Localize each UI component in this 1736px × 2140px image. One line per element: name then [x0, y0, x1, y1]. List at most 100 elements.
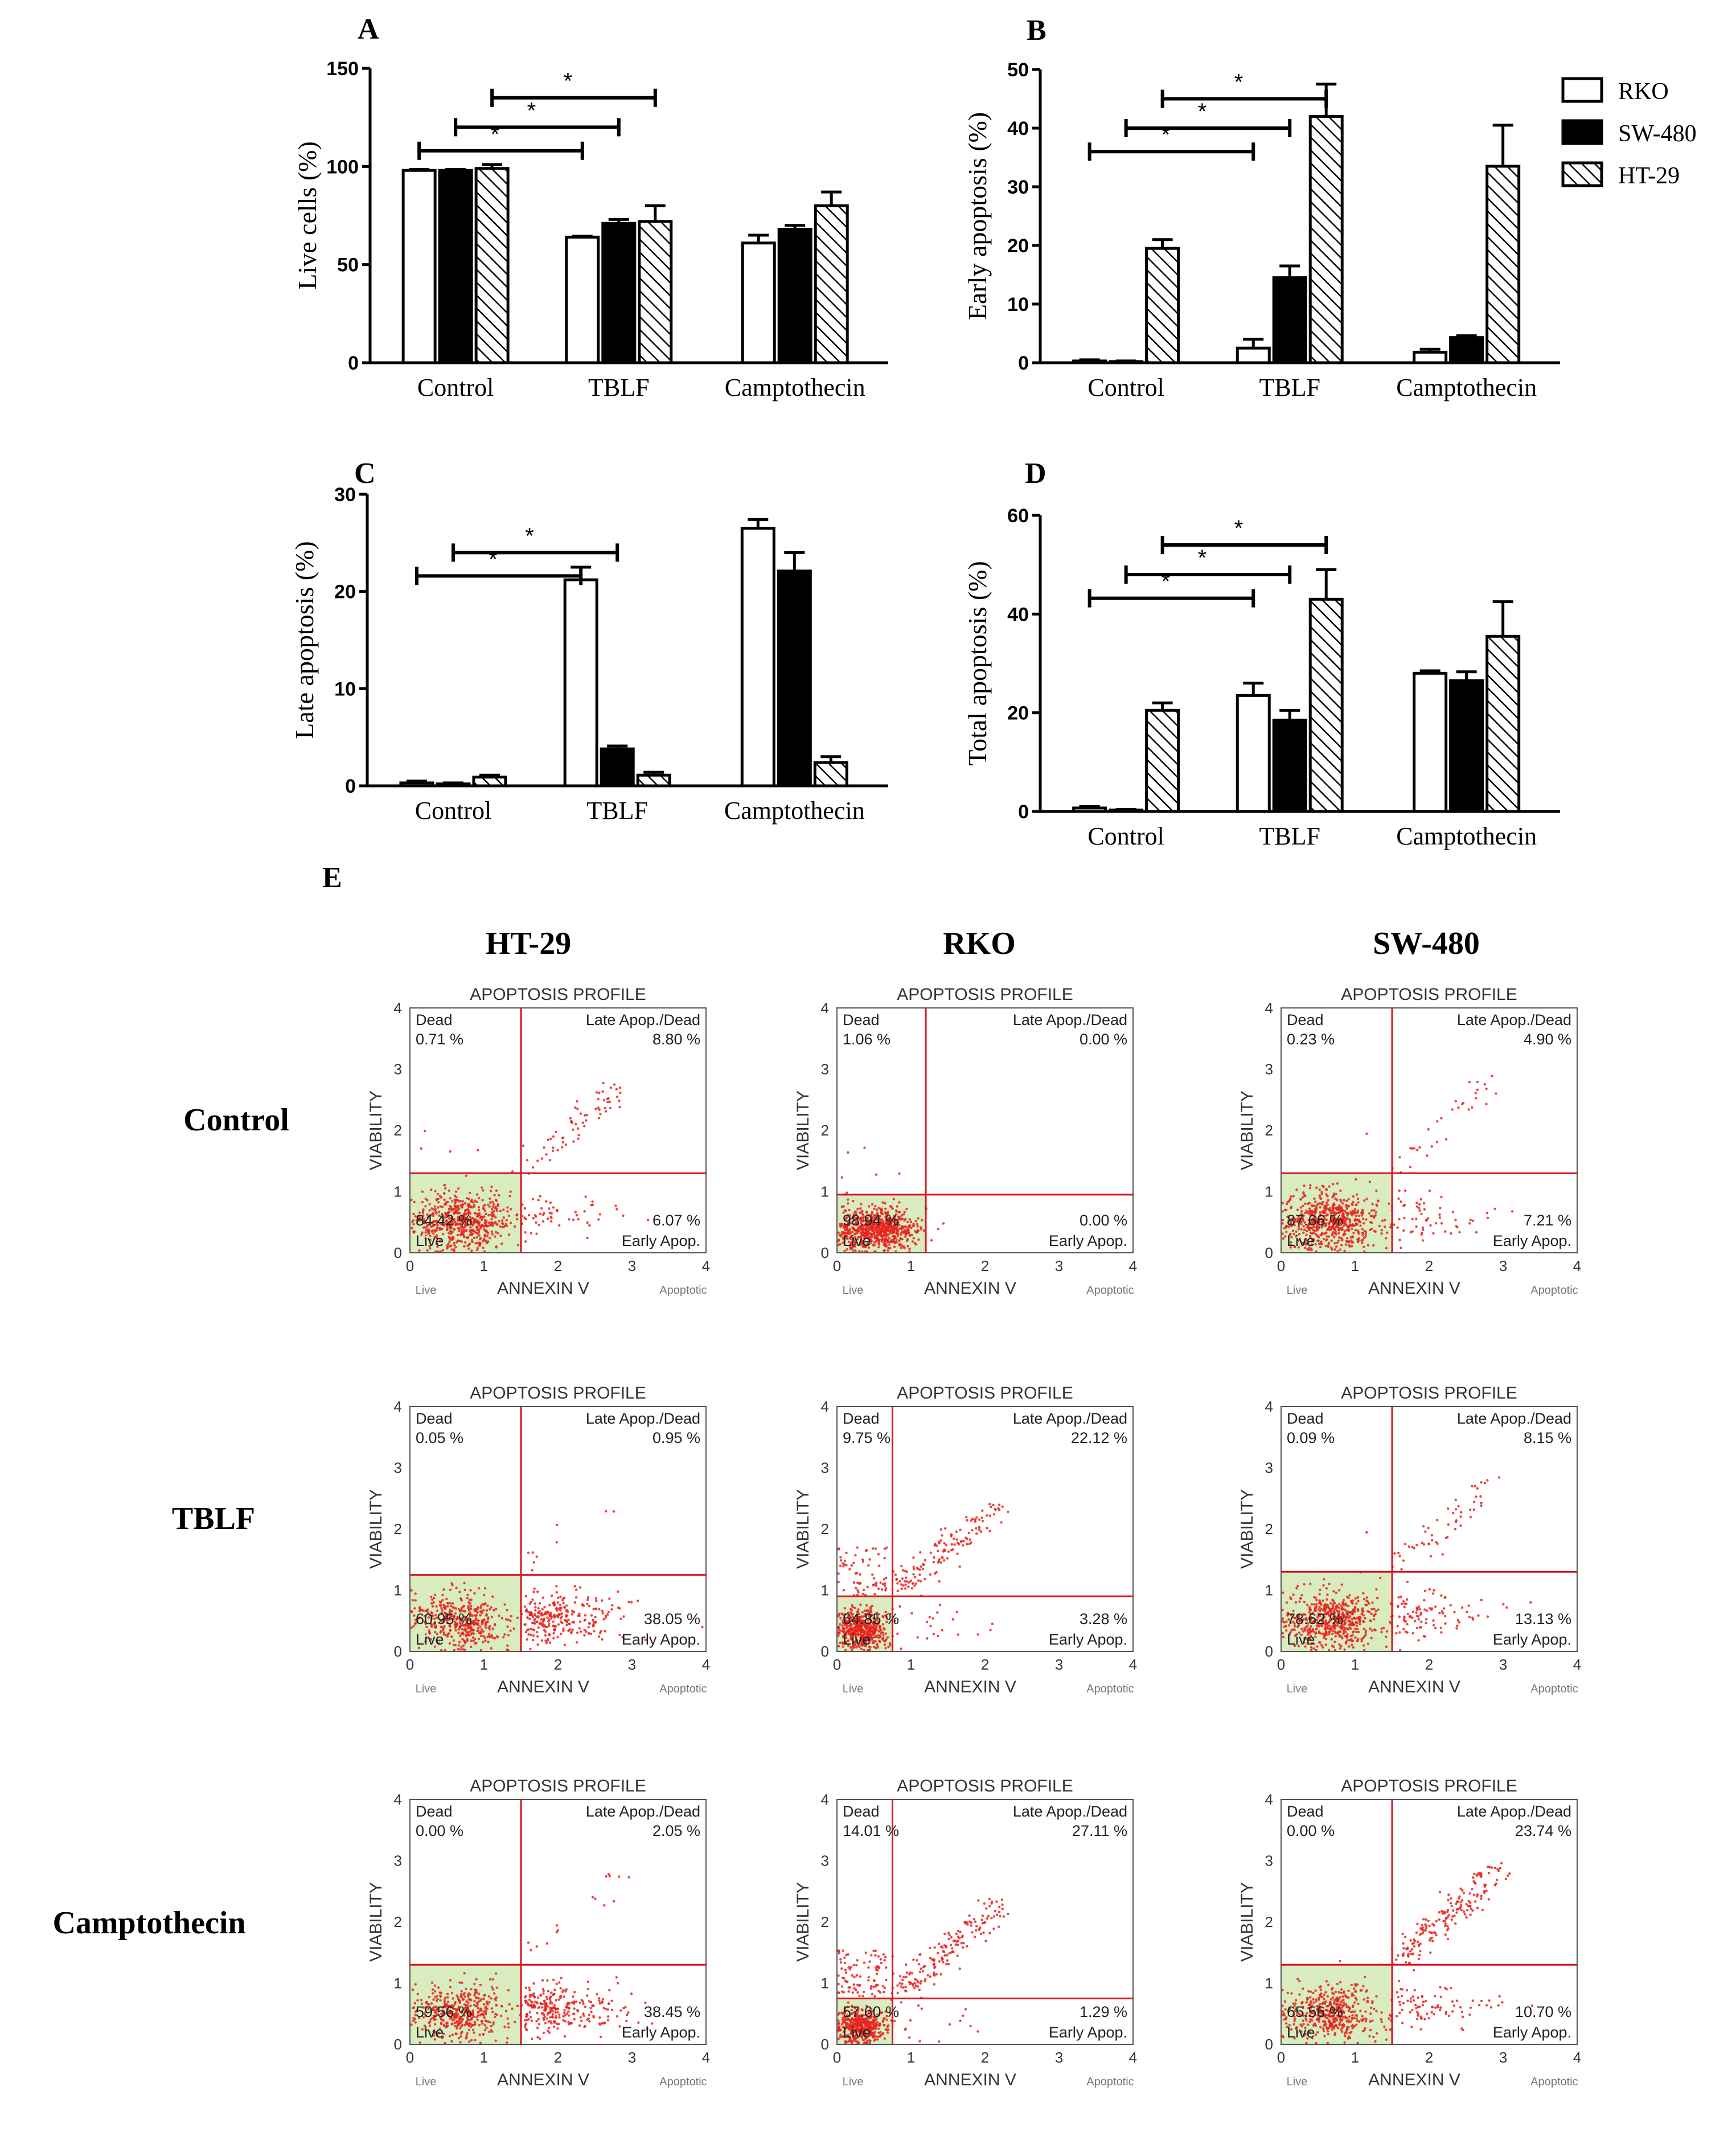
event-dot — [853, 1211, 856, 1214]
event-dot — [410, 1610, 413, 1613]
event-dot — [532, 1982, 535, 1985]
event-dot — [978, 1526, 980, 1529]
event-dot — [539, 1195, 541, 1198]
dead-quadrant-percent: 0.23 % — [1287, 1031, 1335, 1048]
event-dot — [456, 1222, 459, 1225]
event-dot — [1452, 1511, 1455, 1515]
event-dot — [901, 1237, 904, 1241]
event-dot — [1355, 1624, 1359, 1627]
event-dot — [428, 1244, 431, 1248]
event-dot — [868, 1235, 871, 1239]
event-dot — [1342, 1224, 1345, 1227]
event-dot — [880, 1238, 883, 1241]
live-quadrant-percent: 60.95 % — [416, 1610, 472, 1627]
y-tick-label: 50 — [1007, 59, 1029, 81]
event-dot — [527, 1941, 530, 1944]
event-dot — [1281, 1609, 1284, 1612]
event-dot — [1289, 1596, 1292, 1599]
event-dot — [1342, 1632, 1345, 1635]
event-dot — [471, 2009, 474, 2012]
event-dot — [1418, 1203, 1421, 1206]
event-dot — [986, 1514, 988, 1517]
event-dot — [1346, 1204, 1349, 1207]
event-dot — [1305, 1229, 1308, 1232]
event-dot — [506, 1206, 509, 1209]
event-dot — [431, 1988, 434, 1991]
event-dot — [429, 1596, 433, 1598]
event-dot — [501, 1225, 504, 1229]
event-dot — [466, 1638, 469, 1641]
event-dot — [1310, 1602, 1314, 1606]
event-dot — [898, 1244, 901, 1247]
event-dot — [532, 1629, 536, 1631]
event-dot — [898, 1211, 901, 1214]
event-dot — [931, 1617, 934, 1620]
event-dot — [505, 1224, 508, 1227]
event-dot — [507, 1618, 510, 1621]
early-quadrant-percent: 3.28 % — [1080, 1610, 1127, 1627]
event-dot — [477, 1196, 481, 1200]
event-dot — [875, 1208, 879, 1211]
event-dot — [522, 1144, 525, 1147]
event-dot — [1486, 1615, 1489, 1618]
event-dot — [879, 1581, 882, 1584]
event-dot — [479, 1242, 482, 1245]
event-dot — [876, 1221, 879, 1225]
event-dot — [912, 1573, 915, 1576]
category-label: Camptothecin — [1396, 822, 1537, 850]
event-dot — [869, 1608, 872, 1610]
event-dot — [917, 1579, 920, 1582]
event-dot — [1340, 1208, 1344, 1211]
event-dot — [906, 1245, 909, 1248]
event-dot — [477, 1619, 479, 1622]
event-dot — [922, 1229, 926, 1232]
y-tick-label: 1 — [821, 1183, 829, 1200]
event-dot — [599, 1113, 602, 1116]
event-dot — [448, 1632, 450, 1635]
event-dot — [1467, 1108, 1470, 1111]
event-dot — [906, 1227, 909, 1230]
event-dot — [479, 1225, 483, 1228]
event-dot — [1302, 1220, 1305, 1223]
event-dot — [578, 1627, 581, 1630]
bar-rko-tblf — [1236, 346, 1271, 364]
event-dot — [877, 1553, 880, 1556]
x-tick-label: 4 — [702, 1656, 710, 1673]
event-dot — [484, 1221, 487, 1224]
event-dot — [432, 1601, 435, 1604]
event-dot — [560, 1612, 564, 1615]
event-dot — [446, 1601, 449, 1605]
event-dot — [609, 1106, 612, 1110]
x-tick-label: 4 — [1573, 1656, 1581, 1673]
event-dot — [585, 1119, 588, 1122]
event-dot — [1375, 1203, 1378, 1206]
event-dot — [1360, 1211, 1363, 1215]
event-dot — [424, 1237, 427, 1240]
event-dot — [479, 1649, 482, 1652]
event-dot — [428, 1209, 431, 1212]
event-dot — [557, 2023, 560, 2026]
bar-rko-tblf — [565, 235, 600, 364]
event-dot — [467, 1208, 470, 1211]
event-dot — [1297, 1219, 1300, 1221]
x-axis-low-label: Live — [843, 1683, 864, 1695]
event-dot — [1476, 1080, 1479, 1084]
event-dot — [1320, 1603, 1323, 1606]
event-dot — [1374, 1230, 1377, 1233]
event-dot — [489, 1978, 492, 1981]
event-dot — [433, 1229, 437, 1232]
event-dot — [856, 1207, 859, 1211]
event-dot — [1429, 1224, 1432, 1227]
event-dot — [442, 1217, 445, 1220]
event-dot — [449, 1604, 453, 1608]
x-axis-low-label: Live — [843, 1284, 864, 1297]
event-dot — [493, 1609, 495, 1612]
event-dot — [842, 1589, 846, 1592]
event-dot — [1295, 1230, 1298, 1233]
event-dot — [430, 1207, 433, 1210]
event-dot — [442, 1588, 445, 1591]
event-dot — [453, 1198, 456, 1202]
event-dot — [1335, 1192, 1337, 1196]
event-dot — [1332, 1194, 1335, 1198]
bar-sw480-camptothecin — [777, 228, 812, 364]
